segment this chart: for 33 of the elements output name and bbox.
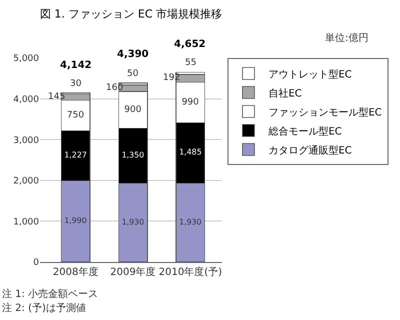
data-label: 1,485	[179, 148, 202, 157]
data-label: 1,930	[122, 217, 144, 226]
text: 注 2: (予)は予測値	[2, 302, 86, 314]
total-label: 4,390	[117, 49, 149, 60]
x-tick-label: 2009年度	[110, 266, 156, 278]
y-tick-label: 3,000	[13, 136, 40, 146]
data-label: 50	[127, 69, 139, 79]
data-label: 990	[182, 97, 200, 108]
data-label: 55	[185, 58, 196, 68]
text: 注 1: 小売金額ベース	[2, 288, 98, 300]
total-label: 4,652	[174, 39, 206, 50]
x-tick-label: 2010年度(予)	[158, 266, 222, 278]
y-tick-label: 2,000	[13, 176, 40, 187]
data-label: 30	[70, 79, 82, 89]
y-tick-label: 0	[33, 258, 40, 268]
y-tick-label: 1,000	[13, 217, 40, 228]
x-tick-label: 2008年度	[52, 266, 98, 278]
y-tick-label: 5,000	[13, 54, 40, 64]
total-label: 4,142	[60, 60, 92, 71]
legend-label: カタログ通販型EC	[268, 144, 352, 156]
text: 単位:億円	[325, 32, 368, 44]
data-label: 1,990	[64, 216, 87, 226]
data-label: 1,930	[179, 217, 202, 226]
chart-title: 図 1. ファッション EC 市場規模推移	[40, 7, 222, 20]
data-label: 750	[66, 110, 84, 120]
legend-label: 総合モール型EC	[267, 125, 342, 138]
legend-label: アウトレット型EC	[268, 68, 352, 80]
y-tick-label: 4,000	[13, 94, 40, 105]
data-label: 900	[124, 104, 142, 115]
data-label: 1,350	[122, 150, 144, 160]
data-label: 1,227	[64, 150, 87, 160]
legend-label: ファッションモール型EC	[268, 106, 382, 118]
legend-label: 自社EC	[268, 87, 302, 100]
